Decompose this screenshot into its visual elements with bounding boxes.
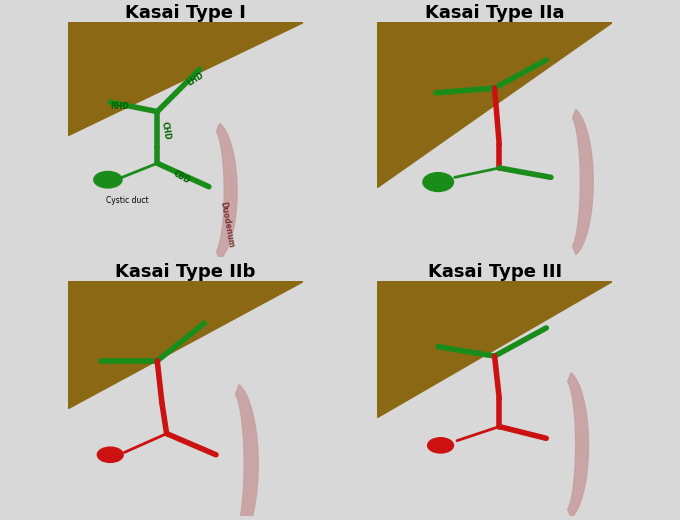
Title: Kasai Type IIb: Kasai Type IIb [115,263,256,281]
Polygon shape [68,281,303,408]
Polygon shape [568,373,588,518]
Polygon shape [216,123,237,259]
Text: Cystic duct: Cystic duct [105,197,148,205]
Text: LHD: LHD [186,70,205,87]
Title: Kasai Type IIa: Kasai Type IIa [425,4,564,22]
Polygon shape [573,109,593,255]
Title: Kasai Type III: Kasai Type III [428,263,562,281]
Text: Duodenum: Duodenum [218,201,235,248]
Ellipse shape [428,438,454,453]
Polygon shape [68,22,303,135]
Polygon shape [235,385,258,520]
Title: Kasai Type I: Kasai Type I [125,4,246,22]
Text: CBD: CBD [171,169,191,186]
Ellipse shape [423,173,454,191]
Ellipse shape [97,447,123,462]
Polygon shape [377,22,612,187]
Text: RHD: RHD [110,102,129,111]
Polygon shape [377,281,612,417]
Ellipse shape [94,172,122,188]
Text: CHD: CHD [160,121,171,140]
